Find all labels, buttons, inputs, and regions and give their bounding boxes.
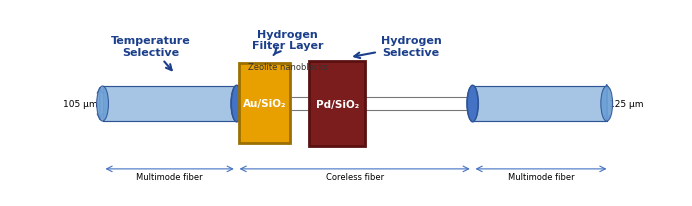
Text: Temperature
Selective: Temperature Selective (111, 36, 191, 71)
Ellipse shape (349, 86, 360, 122)
Bar (309, 62, 365, 146)
Text: Multimode fiber: Multimode fiber (136, 172, 203, 181)
Ellipse shape (466, 87, 479, 122)
Bar (102, 87, 237, 122)
Text: 105 μm: 105 μm (62, 99, 97, 109)
Text: Pd/SiO₂: Pd/SiO₂ (316, 99, 359, 109)
Text: 125 μm: 125 μm (610, 99, 644, 109)
Ellipse shape (601, 87, 612, 122)
Text: Hydrogen
Filter Layer: Hydrogen Filter Layer (252, 29, 323, 56)
Ellipse shape (97, 87, 109, 122)
Ellipse shape (467, 86, 478, 122)
Ellipse shape (230, 87, 243, 122)
Text: Multimode fiber: Multimode fiber (508, 172, 574, 181)
Bar (473, 87, 607, 122)
Text: Hydrogen
Selective: Hydrogen Selective (354, 36, 441, 59)
Text: Zeolite nanoblocks: Zeolite nanoblocks (248, 63, 327, 72)
Text: Coreless fiber: Coreless fiber (326, 172, 383, 181)
Text: Au/SiO₂: Au/SiO₂ (243, 98, 286, 108)
Ellipse shape (231, 86, 242, 122)
Bar (239, 64, 291, 143)
